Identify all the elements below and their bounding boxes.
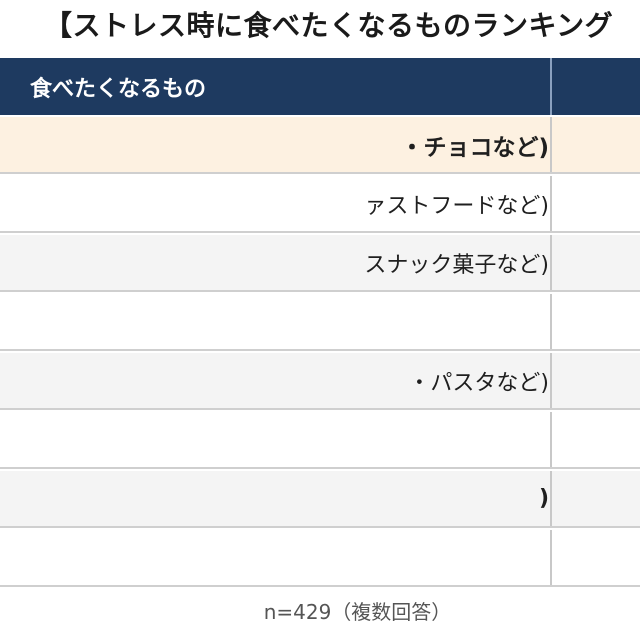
table-row: ・チョコなど) 2 bbox=[0, 117, 640, 174]
header-item-label: 食べたくなるもの bbox=[30, 76, 207, 102]
page-title: 【ストレス時に食べたくなるものランキング bbox=[44, 9, 614, 42]
table-row: スナック菓子など) bbox=[0, 235, 640, 292]
row-item: ・パスタなど) bbox=[408, 370, 549, 396]
table-row: ) bbox=[0, 471, 640, 528]
table-row bbox=[0, 294, 640, 351]
table-header-row: 食べたくなるもの bbox=[0, 58, 640, 115]
header-item-cell: 食べたくなるもの bbox=[0, 58, 549, 115]
row-item: ァストフードなど) bbox=[364, 193, 549, 219]
sample-size-note: n=429（複数回答） bbox=[263, 600, 452, 624]
row-item: スナック菓子など) bbox=[364, 252, 549, 278]
table-row: ・パスタなど) bbox=[0, 353, 640, 410]
header-value-cell bbox=[550, 58, 640, 115]
table-row bbox=[0, 412, 640, 469]
row-item: ・チョコなど) bbox=[400, 134, 549, 161]
table-row: ァストフードなど) 1 bbox=[0, 176, 640, 233]
row-item: ) bbox=[538, 486, 549, 511]
table-row bbox=[0, 530, 640, 587]
